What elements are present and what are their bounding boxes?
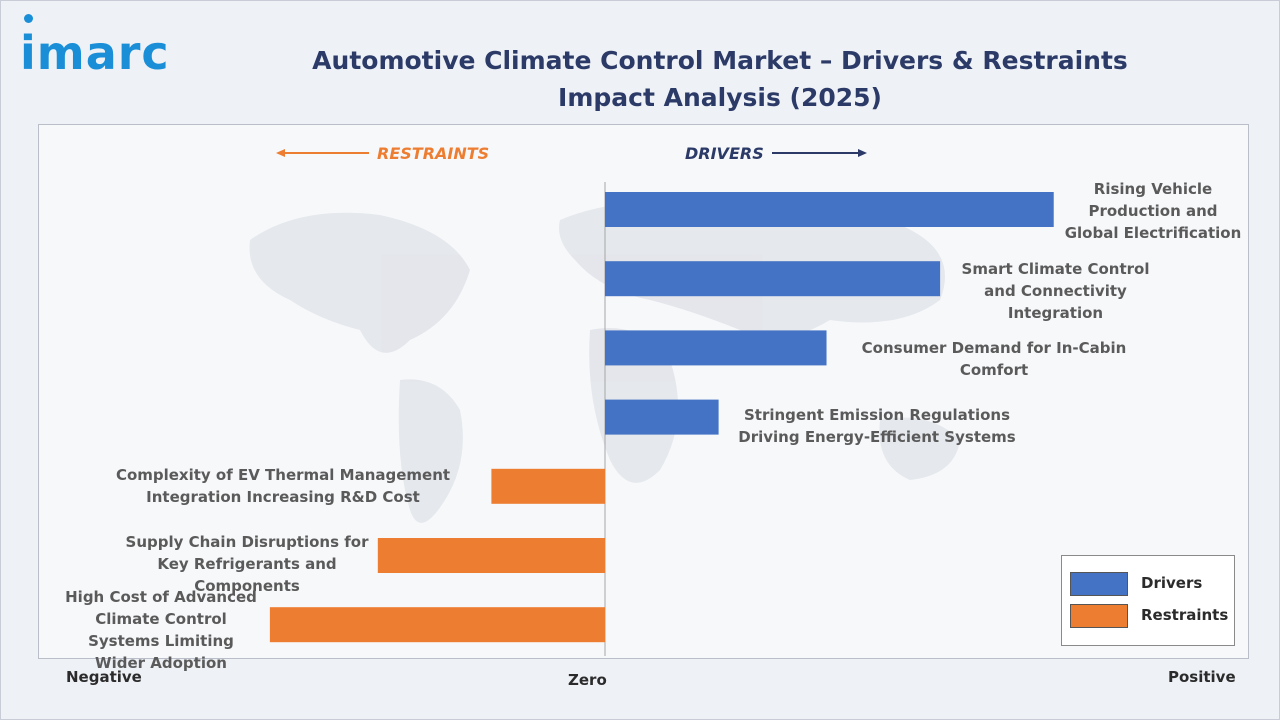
logo-dot — [24, 14, 33, 23]
driver-bar-2 — [605, 261, 941, 297]
bar-label-restraint-3: High Cost of Advanced Climate Control Sy… — [65, 588, 257, 672]
legend-label-drivers: Drivers — [1141, 574, 1203, 592]
driver-bar-4 — [605, 399, 719, 435]
bar-label-driver-3: Consumer Demand for In-Cabin Comfort — [861, 339, 1127, 379]
restraints-arrow — [276, 149, 369, 157]
axis-label-positive: Positive — [1168, 668, 1236, 686]
legend: Drivers Restraints — [1061, 555, 1235, 646]
chart-title: Automotive Climate Control Market – Driv… — [312, 46, 1128, 112]
legend-swatch-restraints — [1070, 604, 1128, 628]
bar-label-restraint-2: Supply Chain Disruptions for Key Refrige… — [125, 533, 369, 595]
bar-label-driver-2: Smart Climate Control and Connectivity I… — [961, 260, 1150, 322]
bars-group — [269, 192, 1054, 643]
drivers-direction-label: DRIVERS — [685, 144, 764, 163]
axis-label-negative: Negative — [66, 668, 142, 686]
driver-bar-3 — [605, 330, 827, 366]
bar-label-driver-1: Rising Vehicle Production and Global Ele… — [1064, 180, 1242, 242]
restraint-bar-1 — [491, 468, 605, 504]
bar-label-driver-4: Stringent Emission Regulations Driving E… — [738, 406, 1016, 446]
driver-bar-1 — [605, 192, 1054, 227]
restraint-bar-3 — [269, 607, 605, 643]
drivers-arrow — [772, 149, 867, 157]
restraint-bar-2 — [377, 538, 605, 573]
bar-label-restraint-1: Complexity of EV Thermal Management Inte… — [115, 466, 451, 506]
axis-label-zero: Zero — [568, 671, 607, 689]
imarc-logo: imarc — [20, 26, 170, 80]
restraints-direction-label: RESTRAINTS — [377, 144, 490, 163]
legend-swatch-drivers — [1070, 572, 1128, 596]
legend-label-restraints: Restraints — [1141, 606, 1229, 624]
